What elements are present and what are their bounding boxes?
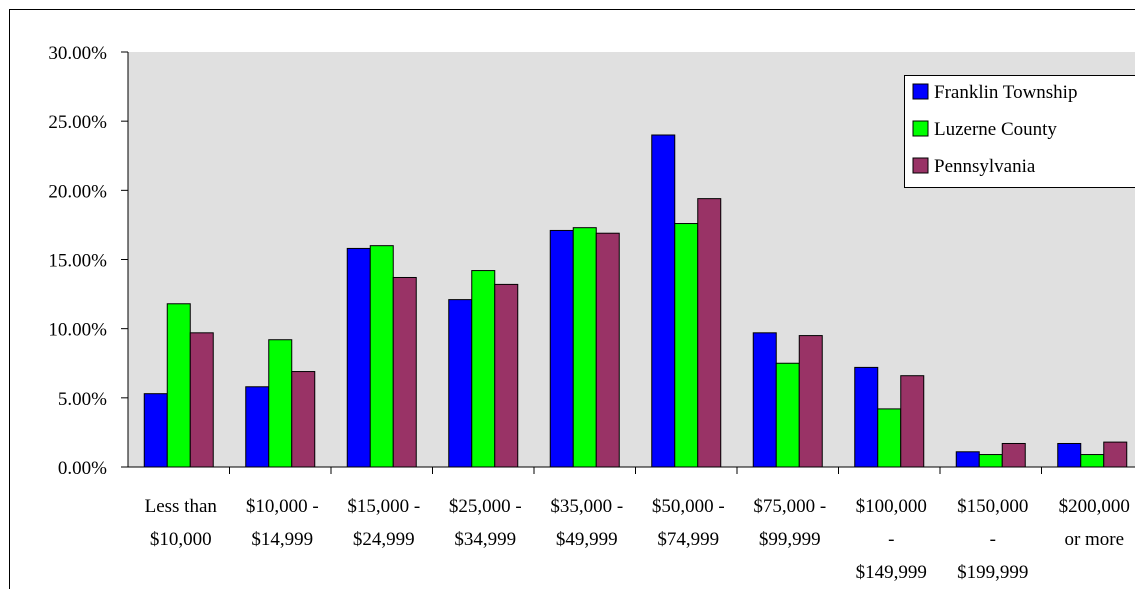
bar-franklin-township [1058,443,1081,467]
bar-luzerne-county [979,455,1002,467]
y-tick-label: 10.00% [48,320,107,341]
bar-pennsylvania [799,336,822,467]
bar-pennsylvania [495,284,518,467]
bar-franklin-township [753,333,776,467]
y-tick-label: 0.00% [58,458,107,479]
bar-pennsylvania [190,333,213,467]
bar-pennsylvania [698,199,721,467]
legend-label: Luzerne County [934,119,1057,140]
bar-franklin-township [956,452,979,467]
bar-franklin-township [449,300,472,467]
y-tick-label: 30.00% [48,43,107,64]
bar-franklin-township [550,230,573,467]
bar-franklin-township [652,135,675,467]
bar-luzerne-county [878,409,901,467]
bar-pennsylvania [292,372,315,467]
bar-luzerne-county [472,271,495,467]
bar-pennsylvania [1104,442,1127,467]
legend-label: Franklin Township [934,82,1077,103]
legend-swatch [913,158,928,173]
bar-franklin-township [246,387,269,467]
bar-luzerne-county [675,224,698,467]
bar-pennsylvania [393,277,416,467]
y-tick-label: 25.00% [48,112,107,133]
y-tick-label: 20.00% [48,181,107,202]
bar-luzerne-county [167,304,190,467]
bar-luzerne-county [776,363,799,467]
bar-franklin-township [855,367,878,467]
legend-swatch [913,84,928,99]
bar-pennsylvania [596,233,619,467]
bar-franklin-township [347,248,370,467]
y-tick-label: 15.00% [48,251,107,272]
bar-franklin-township [144,394,167,467]
legend: Franklin Township Luzerne County Pennsylva… [905,76,1135,188]
bar-luzerne-county [269,340,292,467]
bar-pennsylvania [901,376,924,467]
bar-luzerne-county [573,228,596,467]
bar-pennsylvania [1002,443,1025,467]
bar-luzerne-county [1081,455,1104,467]
legend-label: Pennsylvania [934,156,1036,177]
legend-swatch [913,121,928,136]
y-tick-label: 5.00% [58,389,107,410]
bar-luzerne-county [370,246,393,467]
